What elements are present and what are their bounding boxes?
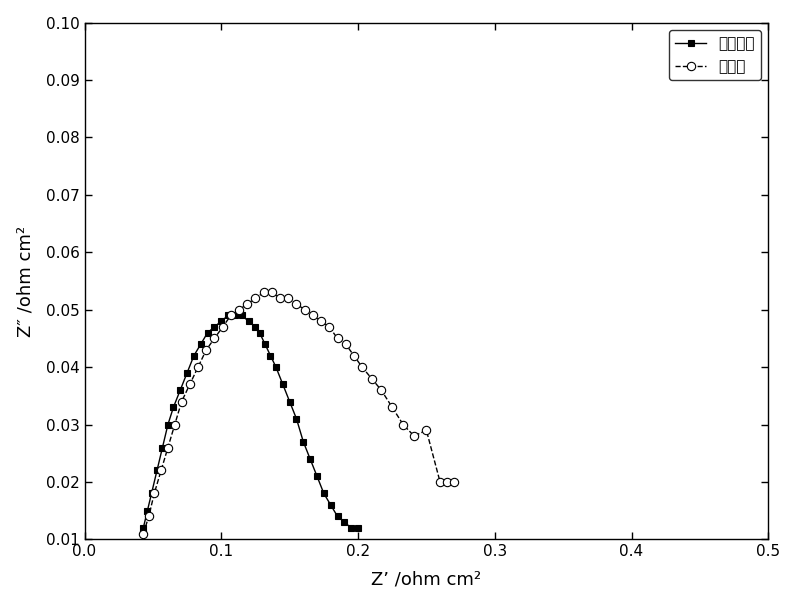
Line: 过渡层法: 过渡层法: [139, 312, 362, 531]
过渡层法: [139, 525, 148, 532]
过渡层法: [210, 323, 219, 330]
过渡层法: [163, 421, 173, 428]
过渡层法: [158, 444, 167, 451]
常规法: [144, 513, 154, 520]
常规法: [202, 346, 211, 353]
常规法: [449, 479, 458, 486]
过渡层法: [152, 467, 162, 474]
过渡层法: [183, 369, 192, 376]
常规法: [156, 467, 166, 474]
常规法: [376, 387, 386, 394]
过渡层法: [285, 398, 294, 405]
常规法: [387, 404, 397, 411]
常规法: [170, 421, 179, 428]
常规法: [150, 490, 159, 497]
过渡层法: [202, 329, 212, 336]
常规法: [284, 295, 293, 302]
过渡层法: [299, 438, 308, 445]
过渡层法: [196, 341, 206, 348]
常规法: [435, 479, 445, 486]
过渡层法: [326, 502, 336, 509]
常规法: [442, 479, 452, 486]
常规法: [210, 335, 219, 342]
常规法: [367, 375, 376, 382]
Y-axis label: Z″ /ohm cm²: Z″ /ohm cm²: [17, 226, 34, 336]
过渡层法: [271, 364, 281, 371]
Line: 常规法: 常规法: [139, 289, 458, 538]
过渡层法: [175, 387, 185, 394]
过渡层法: [143, 507, 152, 514]
常规法: [218, 323, 227, 330]
过渡层法: [265, 352, 275, 359]
常规法: [226, 312, 236, 319]
常规法: [139, 530, 148, 537]
Legend: 过渡层法, 常规法: 过渡层法, 常规法: [669, 30, 760, 80]
常规法: [422, 427, 431, 434]
常规法: [259, 289, 269, 296]
过渡层法: [169, 404, 179, 411]
过渡层法: [244, 318, 253, 325]
过渡层法: [319, 490, 328, 497]
过渡层法: [340, 518, 349, 526]
常规法: [341, 341, 351, 348]
常规法: [349, 352, 359, 359]
过渡层法: [251, 323, 261, 330]
过渡层法: [353, 525, 363, 532]
常规法: [316, 318, 326, 325]
常规法: [300, 306, 309, 313]
常规法: [163, 444, 173, 451]
过渡层法: [261, 341, 270, 348]
常规法: [177, 398, 186, 405]
过渡层法: [189, 352, 198, 359]
常规法: [357, 364, 367, 371]
常规法: [185, 381, 194, 388]
过渡层法: [305, 456, 315, 463]
常规法: [234, 306, 244, 313]
常规法: [251, 295, 261, 302]
过渡层法: [312, 473, 322, 480]
过渡层法: [147, 490, 156, 497]
过渡层法: [332, 513, 342, 520]
常规法: [332, 335, 342, 342]
过渡层法: [217, 318, 226, 325]
过渡层法: [230, 312, 240, 319]
常规法: [324, 323, 334, 330]
常规法: [267, 289, 277, 296]
常规法: [193, 364, 202, 371]
常规法: [292, 300, 301, 307]
过渡层法: [347, 525, 356, 532]
过渡层法: [223, 312, 233, 319]
过渡层法: [278, 381, 288, 388]
常规法: [242, 300, 252, 307]
过渡层法: [237, 312, 246, 319]
常规法: [398, 421, 408, 428]
过渡层法: [292, 415, 301, 422]
常规法: [308, 312, 318, 319]
过渡层法: [255, 329, 265, 336]
常规法: [410, 433, 419, 440]
常规法: [275, 295, 285, 302]
X-axis label: Z’ /ohm cm²: Z’ /ohm cm²: [371, 571, 481, 588]
